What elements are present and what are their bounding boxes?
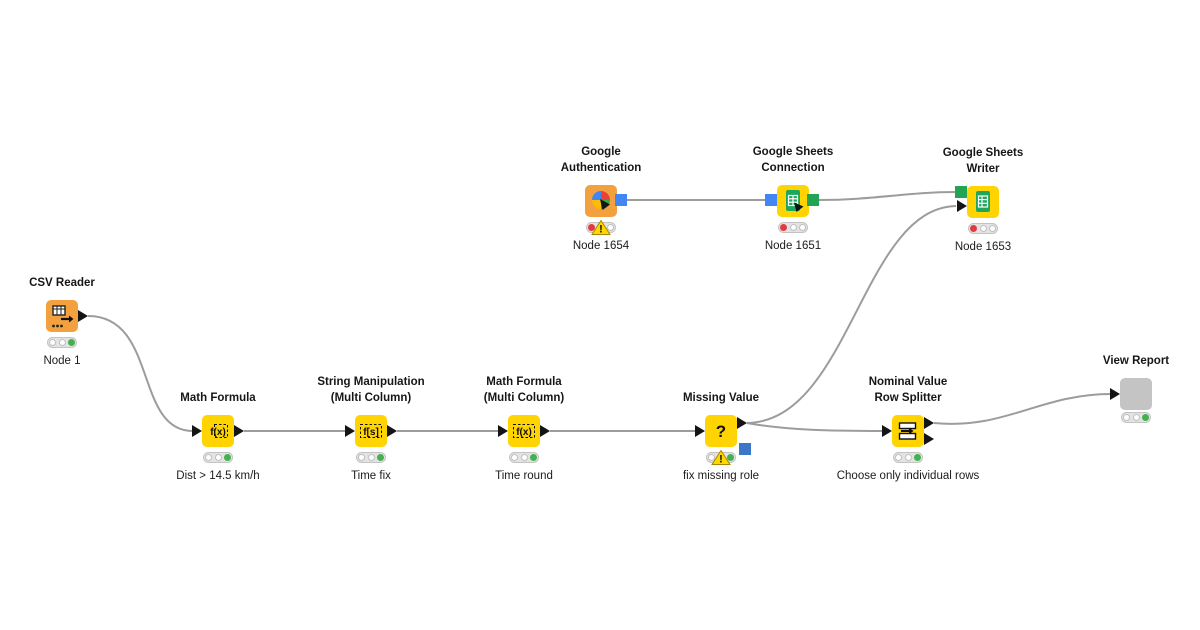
traffic-light — [968, 223, 998, 234]
output-port[interactable] — [387, 425, 397, 437]
node-string-manipulation-multi-column[interactable]: String Manipulation (Multi Column) f[s] T… — [317, 376, 424, 482]
edge-missing-value-to-sheets-writer[interactable] — [746, 205, 957, 424]
output-port[interactable] — [78, 310, 88, 322]
node-google-sheets-writer[interactable]: Google Sheets Writer Node 1653 — [943, 147, 1024, 253]
sheets-arrow-icon — [786, 190, 804, 212]
node-google-authentication[interactable]: Google Authentication ! Node 1654 — [561, 146, 642, 252]
node-math-formula-multi-column[interactable]: Math Formula (Multi Column) f(x) Time rou… — [484, 376, 564, 482]
traffic-light — [509, 452, 539, 463]
traffic-light — [356, 452, 386, 463]
node-title: Math Formula (Multi Column) — [483, 376, 565, 404]
svg-text:!: ! — [719, 454, 723, 466]
node-title: CSV Reader — [29, 277, 95, 289]
traffic-light — [893, 452, 923, 463]
node-label: Time fix — [351, 470, 391, 482]
traffic-light — [203, 452, 233, 463]
google-sheets-writer-icon[interactable] — [967, 186, 999, 218]
sheets-grid-icon — [976, 191, 990, 212]
svg-text:f(x): f(x) — [210, 427, 226, 438]
node-label: fix missing role — [682, 470, 760, 482]
row-splitter-icon[interactable] — [892, 415, 924, 447]
input-port[interactable] — [192, 425, 202, 437]
output-port-non-matching[interactable] — [924, 433, 934, 445]
google-authentication-icon[interactable] — [585, 185, 617, 217]
output-port[interactable] — [540, 425, 550, 437]
input-port[interactable] — [498, 425, 508, 437]
node-label: Node 1651 — [764, 240, 822, 252]
node-title: View Report — [1102, 355, 1170, 367]
input-port-connection[interactable] — [955, 186, 967, 198]
view-report-icon[interactable] — [1120, 378, 1152, 410]
svg-text:?: ? — [716, 422, 726, 441]
split-rows-icon — [898, 422, 917, 440]
output-port-matching[interactable] — [924, 417, 934, 429]
fx-icon: f(x) — [210, 424, 228, 438]
google-sheets-connection-icon[interactable] — [777, 185, 809, 217]
node-label: Choose only individual rows — [836, 470, 980, 482]
node-title: Missing Value — [682, 392, 760, 404]
csv-reader-icon[interactable] — [46, 300, 78, 332]
svg-text:f[s]: f[s] — [363, 427, 379, 438]
warning-icon: ! — [711, 449, 731, 471]
traffic-light: ! — [706, 449, 736, 466]
edge-missing-value-to-row-splitter[interactable] — [746, 422, 884, 432]
output-port-connection[interactable] — [807, 194, 819, 206]
fx-brackets-icon: f(x) — [513, 424, 535, 438]
math-formula-icon[interactable]: f(x) — [202, 415, 234, 447]
node-title: Google Sheets Writer — [942, 147, 1024, 175]
node-google-sheets-connection[interactable]: Google Sheets Connection Node 1651 — [753, 146, 834, 252]
traffic-light — [1121, 412, 1151, 423]
output-port-data[interactable] — [737, 417, 747, 429]
node-math-formula[interactable]: Math Formula f(x) Dist > 14.5 km/h — [176, 392, 259, 482]
node-label: Node 1654 — [572, 240, 630, 252]
warning-icon: ! — [591, 219, 611, 241]
fs-icon: f[s] — [360, 424, 382, 438]
node-label: Node 1653 — [954, 241, 1012, 253]
input-port-data[interactable] — [957, 200, 967, 212]
math-formula-mc-icon[interactable]: f(x) — [508, 415, 540, 447]
node-label: Time round — [495, 470, 553, 482]
traffic-light — [47, 337, 77, 348]
input-port[interactable] — [1110, 388, 1120, 400]
question-mark-icon: ? — [716, 422, 726, 441]
missing-value-icon[interactable]: ? — [705, 415, 737, 447]
node-label: Node 1 — [43, 355, 81, 367]
output-port-credential[interactable] — [615, 194, 627, 206]
node-title: Nominal Value Row Splitter — [868, 376, 948, 404]
google-pinwheel-icon — [592, 191, 610, 210]
node-title: Google Authentication — [560, 146, 642, 174]
output-port-pmml[interactable] — [739, 443, 751, 455]
node-missing-value[interactable]: Missing Value ? ! fix missing role — [683, 392, 759, 482]
string-manipulation-icon[interactable]: f[s] — [355, 415, 387, 447]
traffic-light — [778, 222, 808, 233]
node-title: Google Sheets Connection — [752, 146, 834, 174]
node-csv-reader[interactable]: CSV Reader Node 1 — [29, 277, 95, 367]
node-title: Math Formula — [180, 392, 256, 404]
table-arrow-icon — [52, 305, 74, 328]
edge-csv-reader-to-math-formula[interactable] — [87, 315, 194, 432]
edge-sheets-connection-to-sheets-writer[interactable] — [818, 191, 957, 201]
node-title: String Manipulation (Multi Column) — [317, 376, 425, 404]
input-port-credential[interactable] — [765, 194, 777, 206]
node-nominal-value-row-splitter[interactable]: Nominal Value Row Splitter Choose only in… — [837, 376, 980, 482]
edge-row-splitter-to-view-report[interactable] — [933, 393, 1112, 425]
traffic-light: ! — [586, 219, 616, 236]
svg-text:!: ! — [599, 224, 603, 236]
input-port[interactable] — [695, 425, 705, 437]
output-port[interactable] — [234, 425, 244, 437]
node-label: Dist > 14.5 km/h — [176, 470, 260, 482]
node-view-report[interactable]: View Report — [1103, 355, 1169, 423]
input-port[interactable] — [882, 425, 892, 437]
input-port[interactable] — [345, 425, 355, 437]
svg-text:f(x): f(x) — [516, 427, 532, 438]
